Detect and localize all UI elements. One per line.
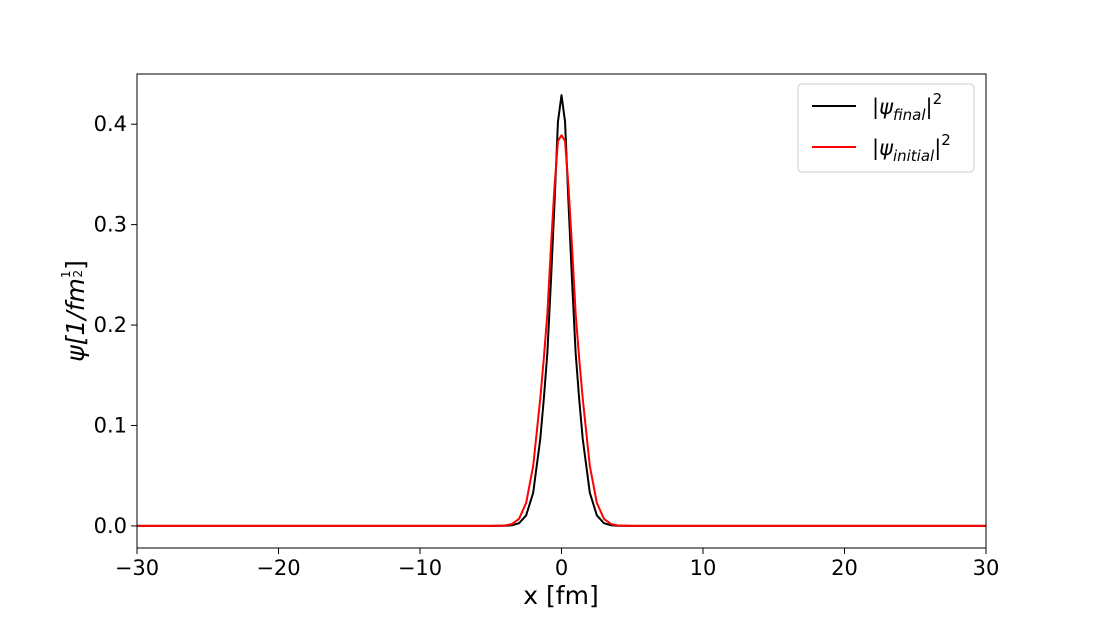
x-tick-label: 10 bbox=[690, 556, 717, 580]
series-line-initial bbox=[137, 134, 986, 527]
x-tick-label: 0 bbox=[555, 556, 568, 580]
x-tick-label: −20 bbox=[256, 556, 300, 580]
y-tick-label: 0.4 bbox=[94, 112, 127, 136]
y-tick-label: 0.0 bbox=[94, 514, 127, 538]
axis-ticks: −30 −20 −10 0 10 20 30 0.0 0.1 0.2 0.3 0.4 bbox=[94, 112, 1000, 580]
legend-entry-initial: |ψinitial|2 bbox=[872, 131, 951, 165]
x-tick-label: 30 bbox=[973, 556, 1000, 580]
y-tick-label: 0.1 bbox=[94, 413, 127, 437]
y-axis-label: ψ[1/fm12] bbox=[59, 260, 90, 362]
y-axis-label-main: ψ[1/fm bbox=[61, 278, 90, 362]
legend: |ψfinal|2 |ψinitial|2 bbox=[797, 83, 975, 173]
series-line-final bbox=[137, 94, 986, 527]
x-tick-label: 20 bbox=[831, 556, 858, 580]
plot-area bbox=[137, 94, 986, 527]
y-axis-label-close: ] bbox=[61, 260, 90, 270]
y-tick-label: 0.2 bbox=[94, 313, 127, 337]
y-tick-label: 0.3 bbox=[94, 213, 127, 237]
x-tick-label: −10 bbox=[398, 556, 442, 580]
y-axis-label-exponent-den: 2 bbox=[71, 270, 85, 278]
legend-entry-final: |ψfinal|2 bbox=[872, 90, 942, 124]
svg-text:ψ[1/fm12]: ψ[1/fm12] bbox=[59, 260, 90, 362]
x-tick-label: −30 bbox=[115, 556, 159, 580]
y-axis-label-exponent-num: 1 bbox=[59, 271, 73, 279]
x-axis-label: x [fm] bbox=[523, 581, 598, 610]
